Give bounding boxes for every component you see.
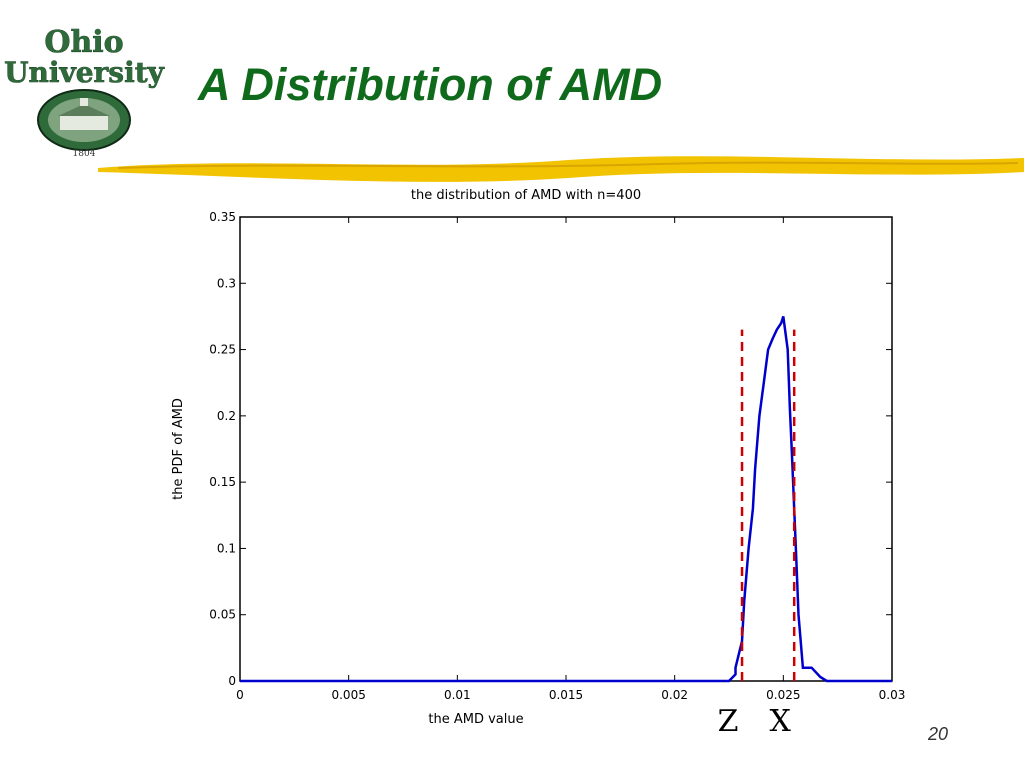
- y-tick-label: 0.25: [209, 343, 236, 357]
- x-tick-label: 0.01: [444, 688, 471, 702]
- x-axis-title: the AMD value: [428, 712, 523, 727]
- x-tick-label: 0.005: [331, 688, 365, 702]
- marker-label-x: X: [770, 704, 792, 739]
- ohio-university-logo: Ohio University 1804: [4, 25, 165, 159]
- x-tick-label: 0.03: [879, 688, 906, 702]
- chart-title: the distribution of AMD with n=400: [411, 188, 641, 203]
- y-tick-label: 0: [228, 674, 236, 688]
- y-axis-title: the PDF of AMD: [171, 398, 186, 500]
- logo-line-ohio: Ohio: [44, 25, 123, 60]
- y-tick-label: 0.35: [209, 210, 236, 224]
- amd-distribution-chart: 0 0.005 0.01 0.015 0.02 0.025 0.03 0 0.05 0.1 0.15…: [171, 188, 906, 739]
- marker-label-z: Z: [718, 704, 739, 739]
- slide-title: A Distribution of AMD: [198, 59, 663, 110]
- x-tick-label: 0: [236, 688, 244, 702]
- logo-year: 1804: [73, 149, 96, 159]
- x-tick-label: 0.025: [766, 688, 800, 702]
- pdf-series-line: [240, 316, 892, 683]
- y-tick-label: 0.15: [209, 475, 236, 489]
- plot-frame: [239, 216, 893, 682]
- y-tick-label: 0.05: [209, 608, 236, 622]
- x-tick-label: 0.02: [661, 688, 688, 702]
- y-tick-label: 0.3: [217, 276, 236, 290]
- page-number: 20: [928, 724, 949, 744]
- y-tick-label: 0.2: [217, 409, 236, 423]
- x-tick-label: 0.015: [549, 688, 583, 702]
- logo-line-university: University: [4, 56, 165, 89]
- y-tick-label: 0.1: [217, 541, 236, 555]
- brush-stroke-divider: [98, 156, 1024, 182]
